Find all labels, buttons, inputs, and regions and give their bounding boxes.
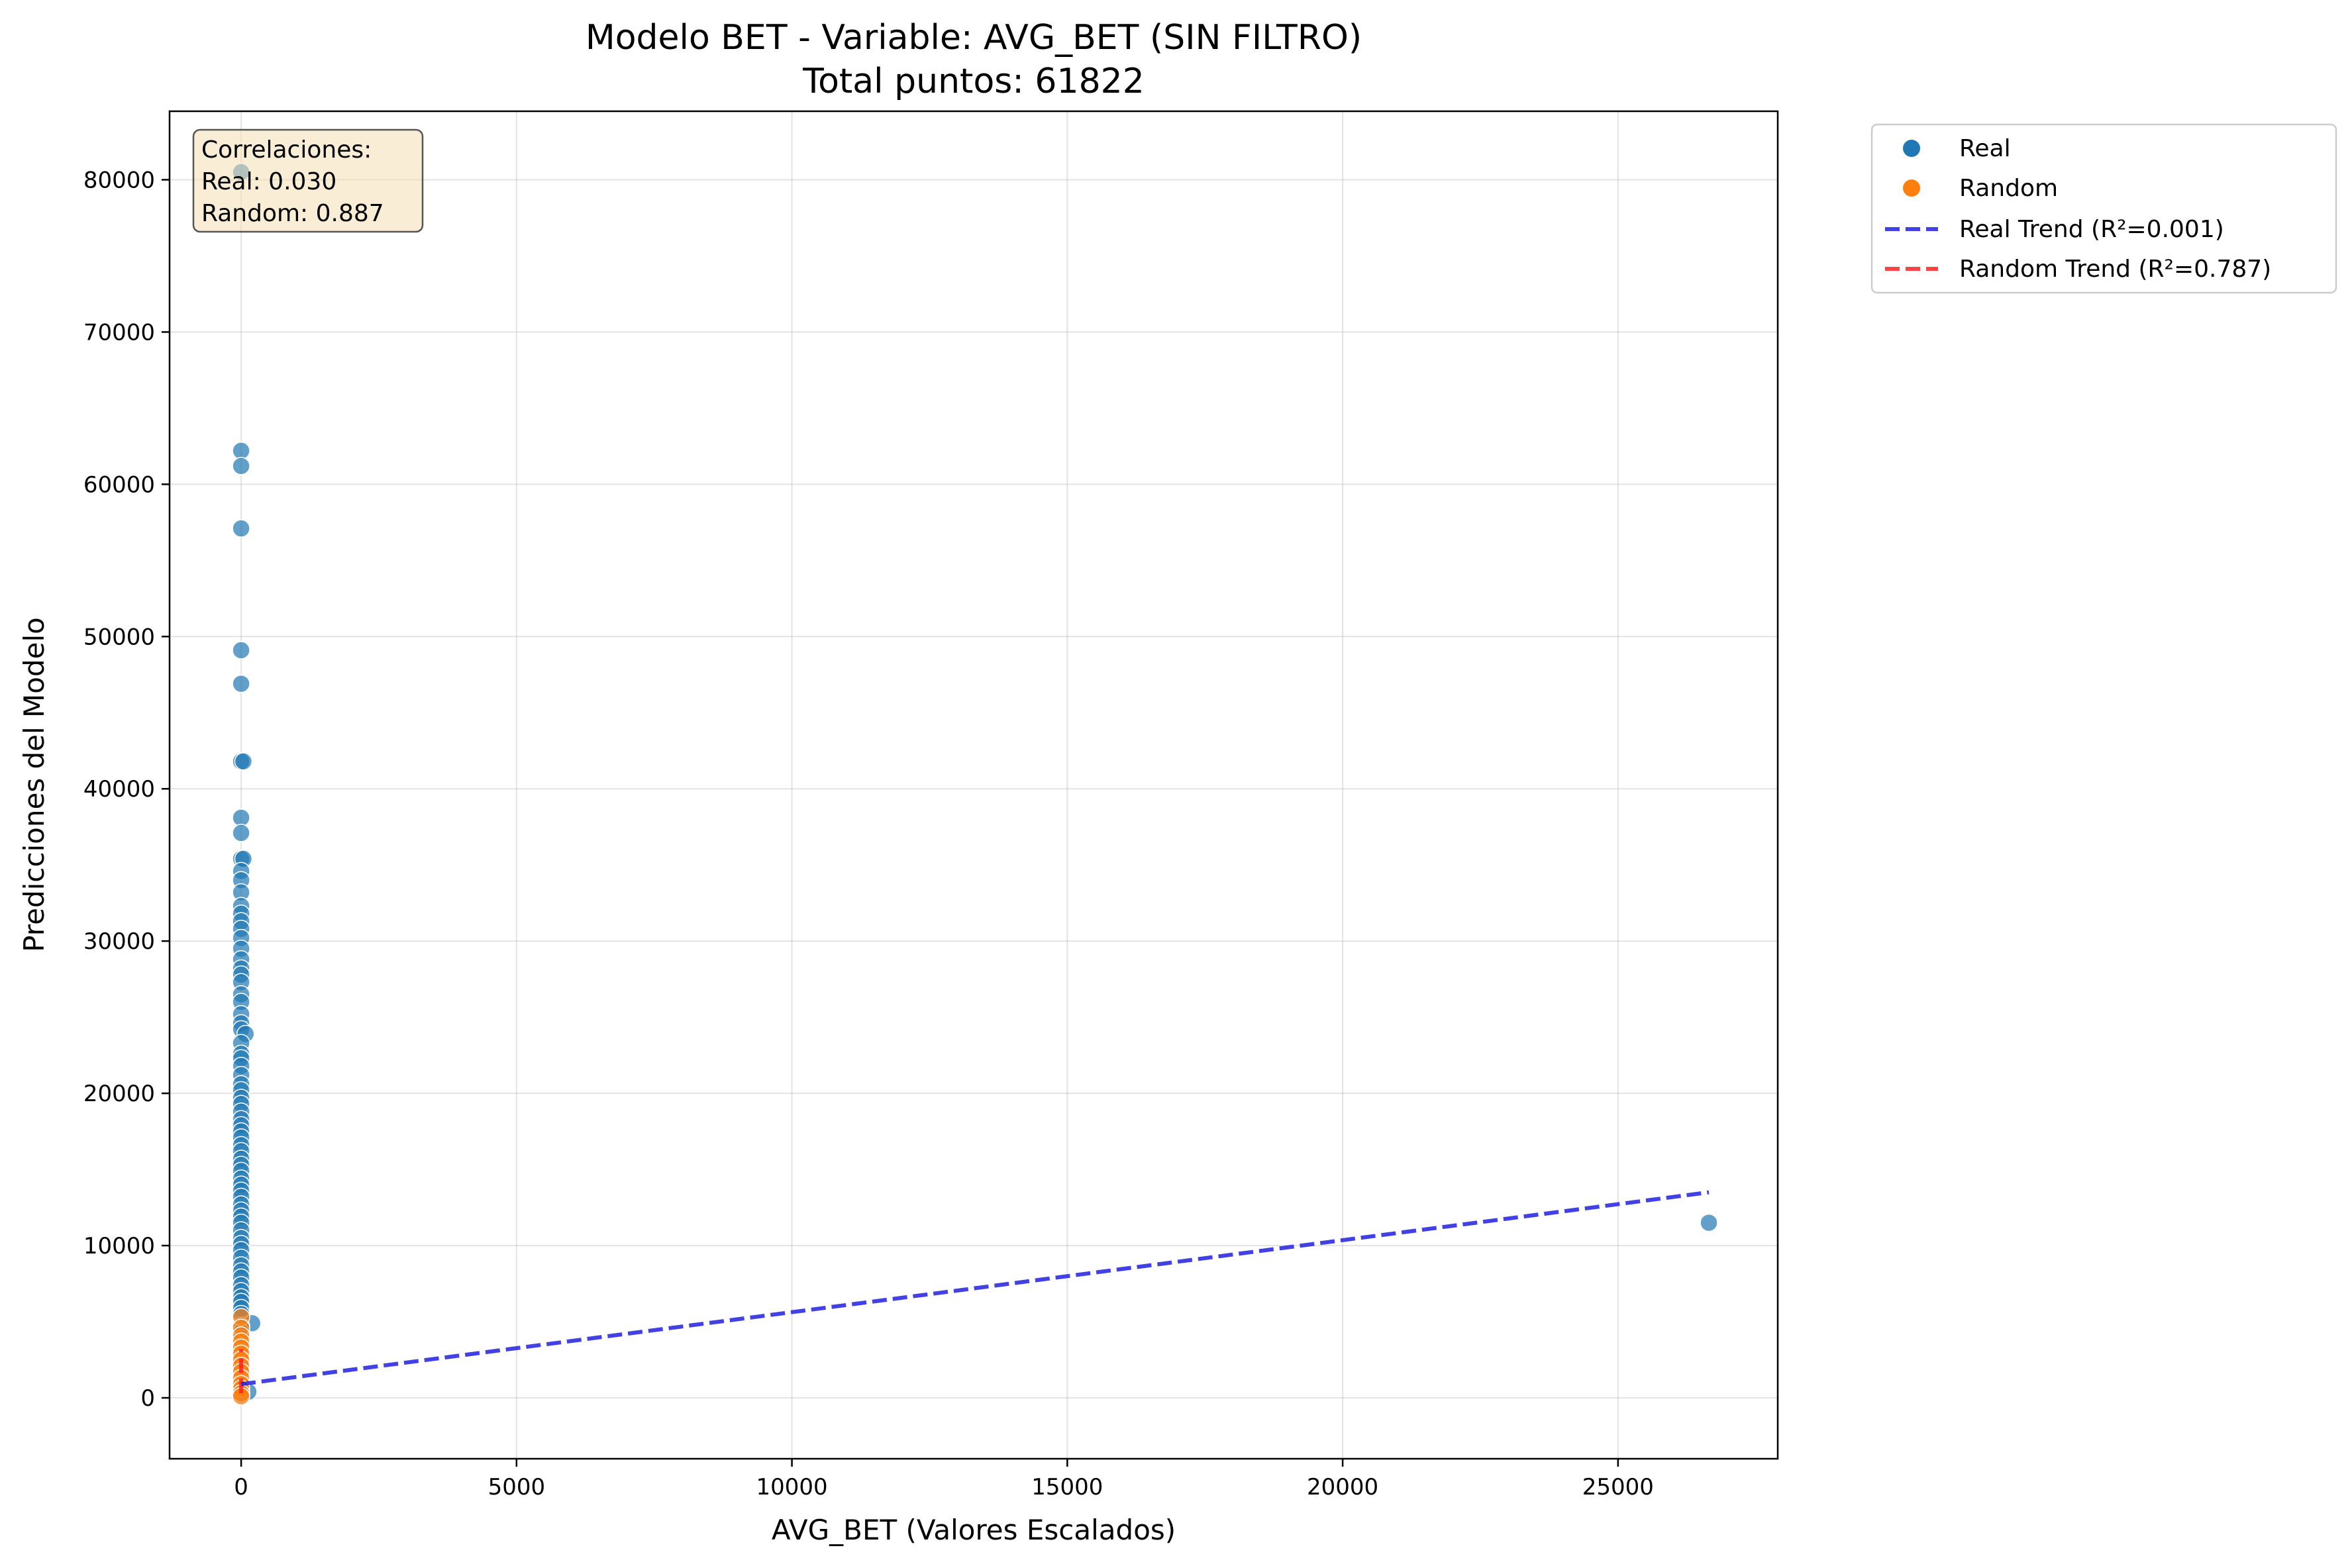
correlation-real: Real: 0.030 <box>201 168 336 195</box>
y-tick-label: 60000 <box>83 471 155 498</box>
x-tick-label: 5000 <box>488 1474 546 1500</box>
ticks-layer: 0 5000 10000 15000 20000 25000 0 10000 20000 3000… <box>83 167 1654 1500</box>
legend-random-label: Random <box>1959 175 2058 202</box>
y-tick-label: 0 <box>140 1385 155 1412</box>
correlation-random: Random: 0.887 <box>201 200 384 227</box>
real-point <box>232 442 250 460</box>
grid-layer <box>170 111 1778 1459</box>
real-point <box>1700 1213 1718 1232</box>
y-tick-label: 70000 <box>83 319 155 346</box>
real-trend-line <box>240 1190 1710 1387</box>
y-tick-label: 40000 <box>83 776 155 803</box>
legend-real-trend-label: Real Trend (R²=0.001) <box>1959 216 2224 243</box>
real-point <box>232 824 250 842</box>
chart-subtitle: Total puntos: 61822 <box>802 62 1145 101</box>
trend-layer <box>240 1190 1710 1387</box>
legend-frame <box>1870 123 2337 294</box>
y-tick-label: 80000 <box>83 167 155 193</box>
chart-title: Modelo BET - Variable: AVG_BET (SIN FILT… <box>586 18 1362 58</box>
real-point <box>232 808 250 827</box>
x-tick-label: 0 <box>234 1474 248 1500</box>
x-tick-label: 10000 <box>756 1474 828 1500</box>
legend: Real Random Real Trend (R²=0.001) Random… <box>1870 123 2337 294</box>
legend-real-marker <box>1903 140 1920 157</box>
legend-random-trend-label: Random Trend (R²=0.787) <box>1959 256 2271 283</box>
y-tick-label: 20000 <box>83 1081 155 1107</box>
plot-frame <box>168 110 1779 1460</box>
y-axis-label: Predicciones del Modelo <box>18 617 50 952</box>
y-tick-label: 10000 <box>83 1233 155 1259</box>
real-point <box>232 457 250 475</box>
real-point <box>232 641 250 660</box>
legend-random-marker <box>1903 179 1920 197</box>
real-point <box>232 519 250 538</box>
correlation-box: Correlaciones: Real: 0.030 Random: 0.887 <box>192 128 424 233</box>
correlation-box-background <box>192 128 424 233</box>
x-tick-label: 20000 <box>1307 1474 1378 1500</box>
correlation-title: Correlaciones: <box>201 136 372 164</box>
plot-area <box>170 111 1778 1459</box>
real-point <box>232 674 250 693</box>
y-tick-label: 30000 <box>83 928 155 955</box>
x-tick-label: 25000 <box>1582 1474 1654 1500</box>
y-tick-label: 50000 <box>83 624 155 650</box>
real-point <box>234 752 253 771</box>
points-layer <box>232 163 1718 1406</box>
legend-real-label: Real <box>1959 135 2011 162</box>
x-axis-label: AVG_BET (Valores Escalados) <box>772 1514 1176 1546</box>
x-tick-label: 15000 <box>1031 1474 1103 1500</box>
